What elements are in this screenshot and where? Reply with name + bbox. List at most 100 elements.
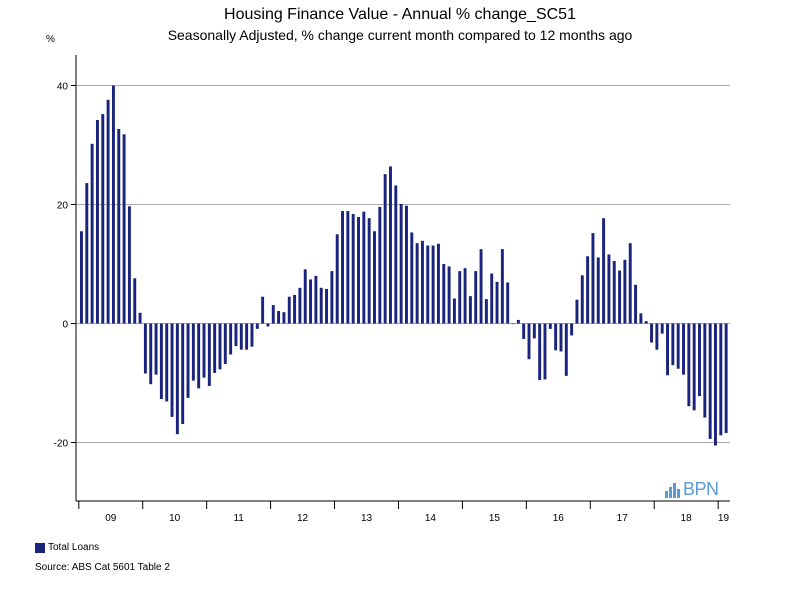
bar [95,120,99,324]
bar [111,85,115,324]
x-tick-label: 10 [169,513,181,524]
bar [479,249,483,324]
bar [708,323,712,439]
bar [703,323,707,418]
bar [149,323,153,385]
bar [522,323,526,339]
bar [202,323,206,378]
bar [250,323,254,347]
bar [229,323,233,355]
x-tick-label: 15 [489,513,501,524]
bar [319,287,323,324]
bar [394,185,398,324]
bar [596,257,600,324]
bar [506,282,510,324]
logo-bars-icon [665,482,681,498]
bar [351,214,355,324]
bar [80,231,83,324]
bar [287,296,291,324]
bar [666,323,669,376]
bar [468,296,472,324]
bar [559,323,563,352]
bar [175,323,179,435]
bar [634,284,638,324]
bar [122,134,126,324]
bar [639,313,643,324]
bar [644,321,648,324]
y-axis-unit-label: % [46,34,55,45]
bar [623,259,627,324]
bar [719,323,723,436]
bar [410,232,414,324]
x-tick-label: 09 [105,513,117,524]
x-tick-label: 17 [617,513,629,524]
bar [213,323,217,373]
bar [612,261,616,324]
bar [660,323,664,334]
bar [335,234,339,324]
y-tick-label: -20 [54,439,69,450]
bar [442,264,446,324]
legend-label: Total Loans [48,542,100,553]
bar [271,305,275,324]
bar [527,323,531,360]
bar [346,211,350,324]
bar [426,245,430,324]
bar [117,128,121,324]
gridlines [76,85,730,443]
bpn-logo: BPN [665,480,719,498]
bar [138,312,142,324]
bar [420,240,424,324]
chart-title: Housing Finance Value - Annual % change_… [224,6,576,23]
bar [447,266,451,324]
bar [500,249,504,324]
bar [261,296,265,324]
bar [628,243,632,324]
bar [575,299,579,324]
bars [80,85,728,446]
bar [170,323,174,417]
y-tick-label: 0 [62,320,68,331]
x-tick-label: 16 [553,513,565,524]
bar [458,271,462,324]
bar [692,323,696,411]
bar [277,311,281,324]
bar [671,323,675,366]
bar [357,217,360,324]
bar [415,243,419,324]
bar [495,281,499,324]
bar [586,256,590,324]
bar [378,206,382,324]
bar [181,323,185,425]
bar [234,323,238,347]
bar [309,279,313,324]
bar [607,254,611,324]
bar [543,323,547,380]
bar [143,323,147,374]
legend: Total Loans [35,542,99,553]
bar [325,288,329,324]
bar [570,323,574,336]
bar [207,323,211,386]
chart-subtitle: Seasonally Adjusted, % change current mo… [167,27,633,43]
bar [431,245,435,324]
bar [186,323,190,398]
bar [293,294,297,324]
bar [85,183,89,324]
x-tick-label: 19 [718,513,730,524]
bar [655,323,659,350]
bar [90,143,94,324]
bar [197,323,201,389]
y-tick-label: 40 [57,82,69,93]
bar [714,323,717,446]
bar [191,323,195,381]
bar [532,323,536,339]
x-tick-label: 11 [233,513,244,524]
bar [554,323,558,351]
bar [511,323,515,325]
bar [580,275,584,324]
bar [698,323,701,397]
bar [474,271,478,324]
axes: -20 0 20 40 09 10 11 12 13 14 15 16 17 18 19 [54,55,730,524]
